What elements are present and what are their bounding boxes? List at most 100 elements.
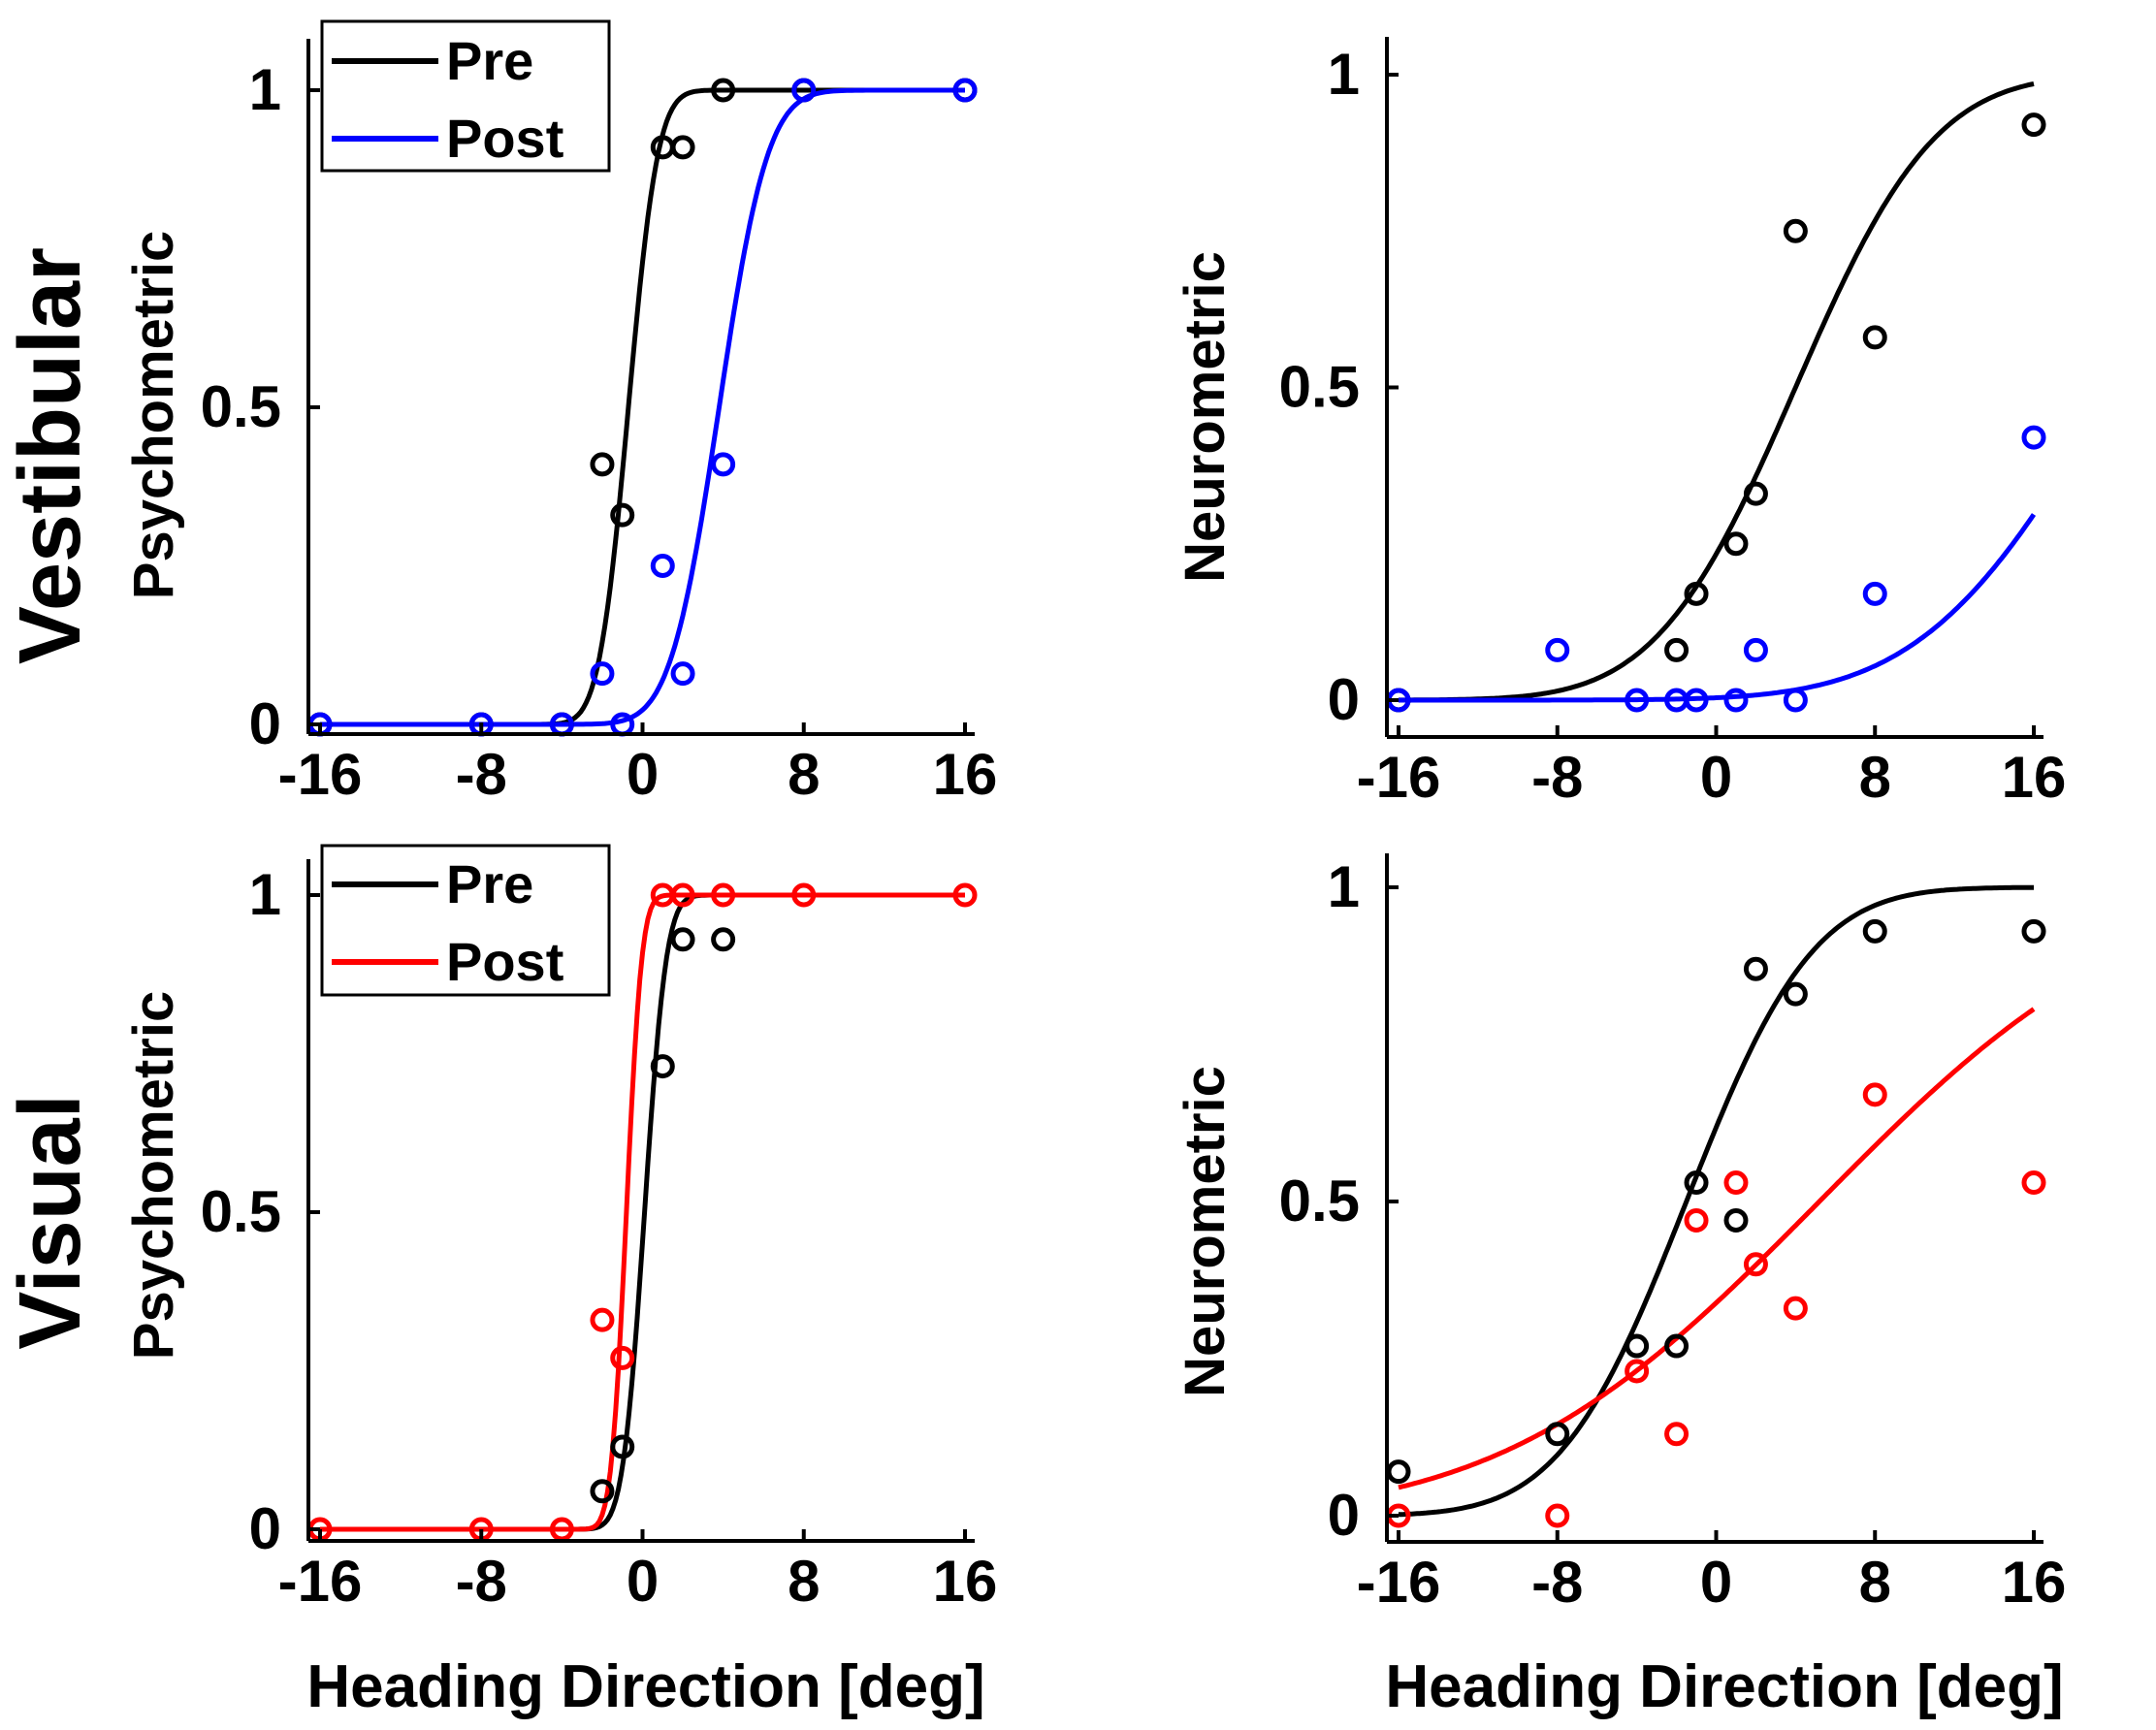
data-point-post [1783,688,1808,713]
data-point-post [1664,1422,1689,1447]
legend-label-pre: Pre [446,853,533,914]
data-point-pre [610,502,635,528]
panel-vestibular-neurometric: -16 -8 0 8 16 0 0.5 1 Neurometric [1174,37,2066,810]
data-point-post [1684,1207,1709,1233]
data-point-pre [711,927,736,952]
fit-curve-post [1399,513,2037,703]
data-point-post [670,661,695,687]
data-point-post [650,554,675,578]
x-tick-label: -16 [1357,745,1441,810]
data-point-post [2021,425,2046,450]
y-axis-label: Psychometric [122,991,185,1360]
data-point-pre [1664,637,1689,662]
data-point-pre [1684,581,1709,606]
x-tick-label: 0 [1700,745,1732,810]
data-point-pre [1386,1459,1411,1485]
data-point-post [1545,637,1570,662]
x-tick-label: -8 [1531,745,1583,810]
data-point-post [1723,688,1749,713]
y-tick-label: 0.5 [1279,1169,1360,1233]
data-point-pre [1723,1207,1749,1233]
data-point-post [2021,1170,2046,1196]
fit-curve-post [1398,1007,2036,1490]
data-point-pre [1684,1170,1709,1196]
y-tick-label: 0.5 [201,374,281,439]
data-point-pre [1723,531,1749,557]
legend-box [320,19,611,173]
x-tick-label: -8 [456,742,507,807]
x-tick-label: -16 [1357,1550,1441,1615]
data-point-pre [1783,981,1808,1007]
data-point-pre [670,927,695,952]
data-point-post [791,78,817,103]
x-tick-label: -8 [1531,1550,1583,1615]
fit-curve-pre [1399,80,2035,703]
fit-curve-post [320,87,965,727]
data-point-post [711,452,736,477]
x-tick-label: -8 [456,1549,507,1614]
y-tick-label: 0.5 [1279,355,1360,420]
x-tick-label: 0 [1700,1550,1732,1615]
x-tick-label: 8 [788,1549,820,1614]
data-point-post [670,882,695,908]
data-point-pre [1743,481,1768,506]
y-tick-label: 1 [1328,42,1360,107]
x-tick-label: 8 [1859,745,1891,810]
fit-curve-pre [1398,884,2034,1518]
data-point-post [1743,1252,1768,1277]
x-tick-label: 16 [2002,1550,2067,1615]
data-point-pre [670,135,695,160]
data-point-post [1723,1170,1749,1196]
y-tick-label: 0.5 [201,1179,281,1244]
data-point-post [1783,1296,1808,1321]
data-point-pre [650,1054,675,1079]
x-tick-label: 16 [933,742,998,807]
x-tick-label: 16 [933,1549,998,1614]
panel-visual-neurometric: -16 -8 0 8 16 0 0.5 1 Neurometric [1174,853,2066,1615]
x-tick-label: 16 [2002,745,2067,810]
data-point-pre [1862,325,1887,350]
data-point-post [791,882,817,908]
data-point-pre [590,1479,615,1504]
y-tick-label: 1 [249,862,281,927]
data-point-post [952,882,978,908]
y-tick-label: 1 [249,57,281,122]
x-tick-label: -16 [278,1549,363,1614]
data-point-pre [2021,112,2046,138]
data-point-pre [1862,918,1887,944]
y-axis-label: Neurometric [1174,1066,1237,1397]
data-point-post [1625,1359,1650,1384]
data-point-post [1545,1503,1570,1528]
y-tick-label: 0 [1328,667,1360,732]
data-point-pre [2021,918,2046,944]
x-tick-label: 8 [788,742,820,807]
panel-vestibular-psychometric: -16 -8 0 8 16 0 0.5 1 Psychometric Pre Post [122,19,998,807]
x-tick-label: 8 [1859,1550,1891,1615]
x-axis-label-right: Heading Direction [deg] [1385,1653,2063,1720]
x-tick-label: 0 [627,1549,659,1614]
legend-label-post: Post [446,108,563,169]
fit-curve-post [320,892,965,1532]
fit-curve-pre [320,87,965,727]
panel-visual-psychometric: -16 -8 0 8 16 0 0.5 1 Psychometric Pre Post [122,844,998,1614]
legend-label-post: Post [446,931,563,992]
legend-box [320,844,611,997]
data-point-pre [590,452,615,477]
y-axis-label: Neurometric [1174,251,1237,583]
data-point-pre [1625,1333,1650,1359]
data-point-pre [1664,1333,1689,1359]
y-tick-label: 0 [249,691,281,756]
data-point-post [1743,637,1768,662]
x-axis-label-left: Heading Direction [deg] [306,1653,984,1720]
y-tick-label: 0 [1328,1483,1360,1548]
x-tick-label: 0 [627,742,659,807]
legend: Pre Post [320,844,611,997]
data-point-post [711,882,736,908]
x-tick-label: -16 [278,742,363,807]
data-point-pre [711,78,736,103]
data-point-pre [1743,956,1768,981]
y-axis-label: Psychometric [122,231,185,599]
data-point-pre [610,1434,635,1459]
y-tick-label: 1 [1328,854,1360,919]
